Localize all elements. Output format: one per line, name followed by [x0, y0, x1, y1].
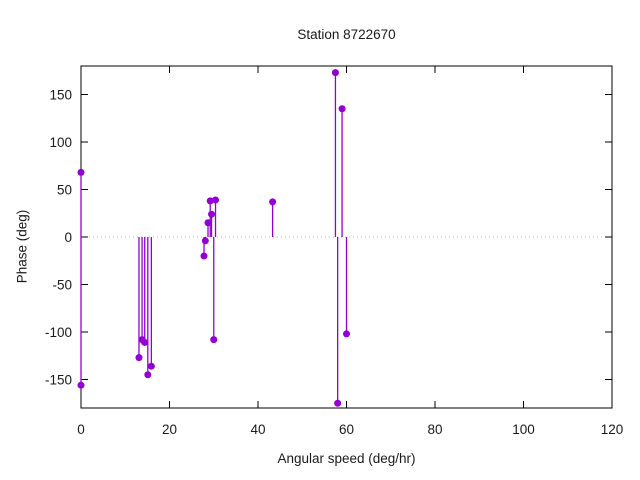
- data-point: [269, 198, 277, 206]
- x-axis-label: Angular speed (deg/hr): [277, 451, 416, 466]
- x-tick-label: 0: [77, 422, 85, 437]
- data-point: [331, 69, 339, 77]
- data-point: [338, 105, 346, 113]
- y-tick-label: -50: [52, 278, 72, 293]
- data-point: [210, 336, 218, 344]
- chart-title: Station 8722670: [297, 27, 396, 42]
- data-point: [201, 237, 209, 245]
- data-point: [206, 197, 214, 205]
- y-tick-label: -150: [45, 373, 72, 388]
- data-point: [200, 252, 208, 260]
- data-point: [135, 354, 143, 362]
- data-point: [208, 210, 216, 218]
- data-point: [77, 168, 85, 176]
- x-tick-label: 100: [512, 422, 535, 437]
- data-point: [334, 399, 342, 407]
- data-point: [343, 330, 350, 338]
- data-point: [147, 362, 155, 370]
- y-tick-label: 150: [49, 88, 72, 103]
- y-tick-label: 100: [49, 135, 72, 150]
- x-tick-label: 80: [427, 422, 442, 437]
- x-tick-label: 20: [162, 422, 177, 437]
- x-tick-label: 60: [339, 422, 354, 437]
- x-tick-label: 120: [601, 422, 624, 437]
- y-tick-label: 0: [64, 230, 72, 245]
- y-tick-label: -100: [45, 325, 72, 340]
- data-point: [144, 371, 152, 379]
- y-tick-label: 50: [57, 183, 72, 198]
- data-point: [141, 338, 149, 346]
- data-point: [77, 381, 85, 389]
- x-tick-label: 40: [250, 422, 265, 437]
- data-point: [212, 196, 220, 204]
